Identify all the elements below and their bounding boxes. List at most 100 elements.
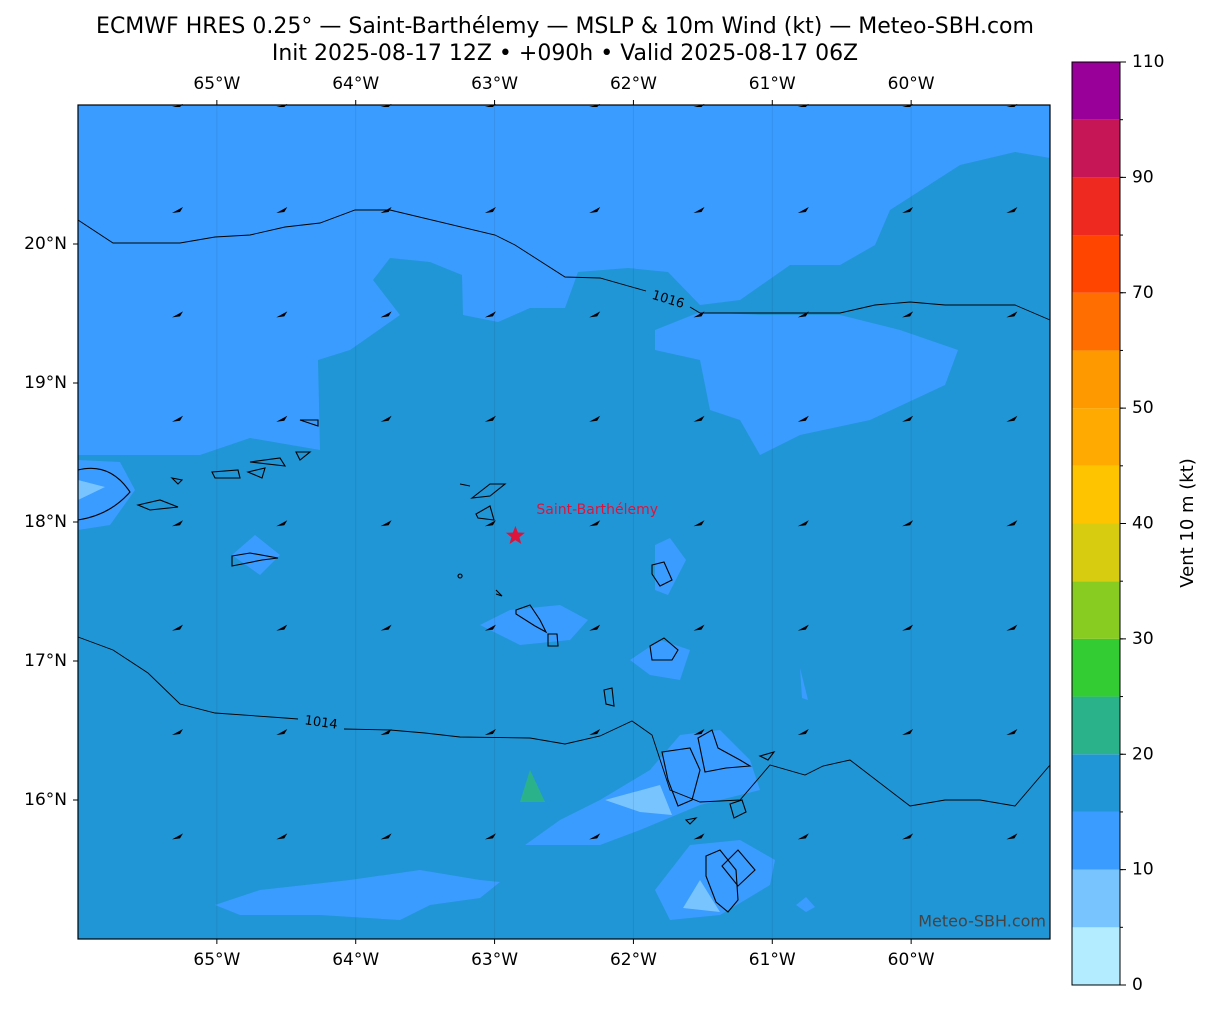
wind-arrow	[1006, 833, 1018, 840]
wind-arrow	[589, 415, 601, 422]
wind-arrow	[172, 520, 183, 527]
lon-label: 62°W	[610, 74, 657, 94]
wind-arrow	[589, 624, 601, 631]
isobars	[77, 209, 1051, 807]
lat-label: 17°N	[24, 651, 67, 671]
lon-label: 65°W	[193, 74, 240, 94]
wind-arrow	[276, 415, 288, 422]
colorbar-tick-label: 20	[1132, 744, 1154, 764]
wind-arrow	[589, 833, 601, 840]
colorbar-tick-label: 110	[1132, 52, 1164, 72]
colorbar-tick-label: 70	[1132, 283, 1154, 303]
wind-arrow	[484, 833, 496, 840]
wind-arrow	[172, 833, 183, 840]
wind-arrow	[276, 311, 288, 318]
wind-arrow	[589, 311, 601, 318]
wind-arrow	[1006, 104, 1018, 107]
wind-arrow	[589, 520, 601, 527]
wind-arrow	[693, 520, 705, 527]
colorbar-band	[1072, 62, 1120, 120]
colorbar-band	[1072, 408, 1120, 466]
wind-arrow	[380, 311, 392, 318]
wind-arrow	[693, 833, 705, 840]
lon-label: 63°W	[471, 74, 518, 94]
wind-arrow	[380, 624, 392, 631]
wind-arrow	[484, 624, 496, 631]
wind-arrow	[484, 311, 496, 318]
colorbar-band	[1072, 235, 1120, 293]
colorbar-band	[1072, 523, 1120, 582]
wind-field	[78, 105, 1050, 939]
lon-label: 64°W	[332, 74, 379, 94]
wind-arrow	[276, 207, 288, 213]
wind-arrow	[797, 520, 809, 527]
lon-label: 60°W	[888, 950, 935, 970]
wind-arrow	[797, 415, 809, 422]
colorbar-band	[1072, 581, 1120, 639]
colorbar-label: Vent 10 m (kt)	[1177, 458, 1198, 588]
wind-arrow	[693, 311, 705, 318]
wind-arrow	[797, 207, 809, 213]
colorbar-tick-label: 90	[1132, 167, 1154, 187]
wind-arrow	[797, 311, 809, 318]
colorbar-band	[1072, 869, 1120, 928]
wind-arrow	[172, 729, 183, 735]
lat-label: 16°N	[24, 790, 67, 810]
wind-arrow	[693, 104, 705, 107]
wind-arrow	[902, 624, 914, 631]
coastlines	[77, 419, 776, 913]
wind-arrow	[380, 104, 392, 107]
lon-label: 63°W	[471, 950, 518, 970]
wind-arrow	[380, 207, 392, 213]
isobar-label: 1014	[304, 713, 339, 732]
lon-label: 65°W	[193, 950, 240, 970]
wind-arrow	[276, 624, 288, 631]
colorbar-band	[1072, 465, 1120, 524]
lat-label: 18°N	[24, 512, 67, 532]
wind-arrow	[172, 624, 183, 631]
wind-arrow	[902, 833, 914, 840]
colorbar-tick-label: 30	[1132, 629, 1154, 649]
lon-label: 61°W	[749, 74, 796, 94]
colorbar-band	[1072, 638, 1120, 697]
wind-arrow	[484, 520, 496, 527]
wind-arrow	[902, 729, 914, 735]
wind-arrows	[172, 104, 1018, 840]
wind-arrow	[380, 833, 392, 840]
lon-label: 60°W	[888, 74, 935, 94]
watermark: Meteo-SBH.com	[918, 912, 1046, 931]
colorbar-tick-label: 0	[1132, 975, 1143, 995]
colorbar-band	[1072, 927, 1120, 985]
place-marker	[505, 525, 525, 544]
colorbar-band	[1072, 292, 1120, 351]
title: ECMWF HRES 0.25° — Saint-Barthélemy — MS…	[96, 14, 1034, 39]
wind-arrow	[172, 207, 183, 213]
wind-arrow	[172, 104, 183, 107]
colorbar-tick-label: 10	[1132, 860, 1154, 880]
wind-arrow	[380, 729, 392, 735]
wind-arrow	[484, 207, 496, 213]
colorbar-band	[1072, 811, 1120, 870]
colorbar-band	[1072, 177, 1120, 236]
colorbar-tick-label: 40	[1132, 514, 1154, 534]
wind-arrow	[484, 729, 496, 735]
wind-arrow	[693, 415, 705, 422]
wind-arrow	[797, 729, 809, 735]
wind-arrow	[693, 207, 705, 213]
wind-arrow	[693, 729, 705, 735]
wind-arrow	[589, 729, 601, 735]
colorbar-band	[1072, 119, 1120, 178]
place-label: Saint-Barthélemy	[536, 502, 658, 518]
lon-label: 62°W	[610, 950, 657, 970]
wind-arrow	[484, 415, 496, 422]
wind-arrow	[276, 833, 288, 840]
wind-arrow	[589, 207, 601, 213]
colorbar-tick-label: 50	[1132, 398, 1154, 418]
wind-arrow	[380, 520, 392, 527]
wind-arrow	[902, 311, 914, 318]
wind-arrow	[1006, 415, 1018, 422]
lon-label: 64°W	[332, 950, 379, 970]
wind-arrow	[1006, 311, 1018, 318]
wind-arrow	[902, 207, 914, 213]
wind-arrow	[172, 415, 183, 422]
